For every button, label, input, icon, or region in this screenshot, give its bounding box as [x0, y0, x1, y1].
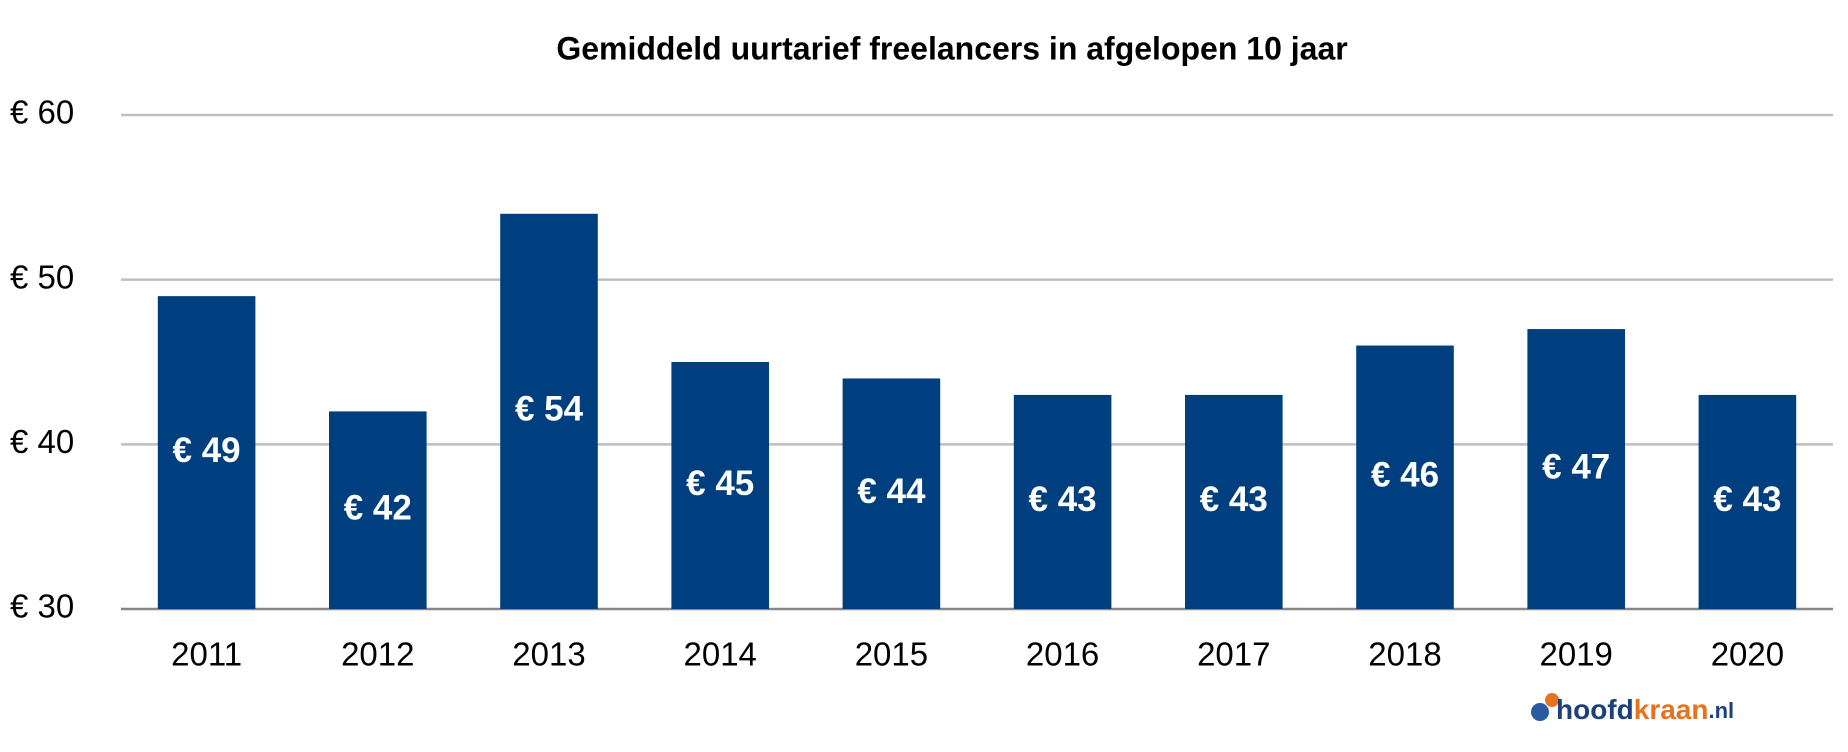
y-tick-label: € 30: [10, 588, 74, 625]
data-label: € 43: [1200, 480, 1268, 519]
bar: [500, 213, 598, 610]
data-label: € 43: [1029, 480, 1097, 519]
x-tick-label: 2015: [855, 636, 928, 673]
logo-part: .nl: [1708, 698, 1734, 723]
data-label: € 46: [1371, 456, 1439, 495]
logo-part: hoofd: [1556, 694, 1634, 725]
y-tick-label: € 40: [10, 423, 74, 460]
chart-title: Gemiddeld uurtarief freelancers in afgel…: [556, 30, 1347, 66]
data-label: € 54: [515, 390, 584, 429]
x-tick-label: 2016: [1026, 636, 1099, 673]
logo-part: kraan: [1634, 694, 1709, 725]
bar: [1185, 394, 1283, 609]
x-tick-label: 2012: [341, 636, 414, 673]
x-tick-label: 2011: [171, 636, 242, 673]
bar: [157, 296, 256, 609]
x-tick-label: 2018: [1368, 636, 1441, 673]
data-label: € 49: [173, 431, 241, 470]
x-tick-label: 2019: [1539, 636, 1612, 673]
x-tick-label: 2017: [1197, 636, 1270, 673]
bar: [1356, 345, 1454, 609]
data-label: € 43: [1713, 480, 1781, 519]
data-label: € 47: [1542, 447, 1610, 486]
x-tick-label: 2020: [1711, 636, 1784, 673]
data-label: € 42: [344, 488, 412, 527]
watermark: hoofdkraan.nl: [1531, 693, 1734, 725]
bar: [1527, 329, 1625, 609]
bar: [1013, 394, 1112, 609]
bar: [1698, 394, 1797, 609]
bar: [329, 411, 427, 609]
logo-icon: [1531, 703, 1549, 721]
y-tick-label: € 60: [10, 94, 74, 131]
data-label: € 45: [686, 464, 754, 503]
bar: [842, 378, 941, 609]
logo-text: hoofdkraan.nl: [1556, 694, 1734, 725]
bar: [671, 362, 769, 609]
data-label: € 44: [857, 472, 926, 511]
logo-icon: [1545, 693, 1559, 707]
x-tick-label: 2013: [512, 636, 585, 673]
x-tick-label: 2014: [683, 636, 756, 673]
y-tick-label: € 50: [10, 258, 74, 295]
